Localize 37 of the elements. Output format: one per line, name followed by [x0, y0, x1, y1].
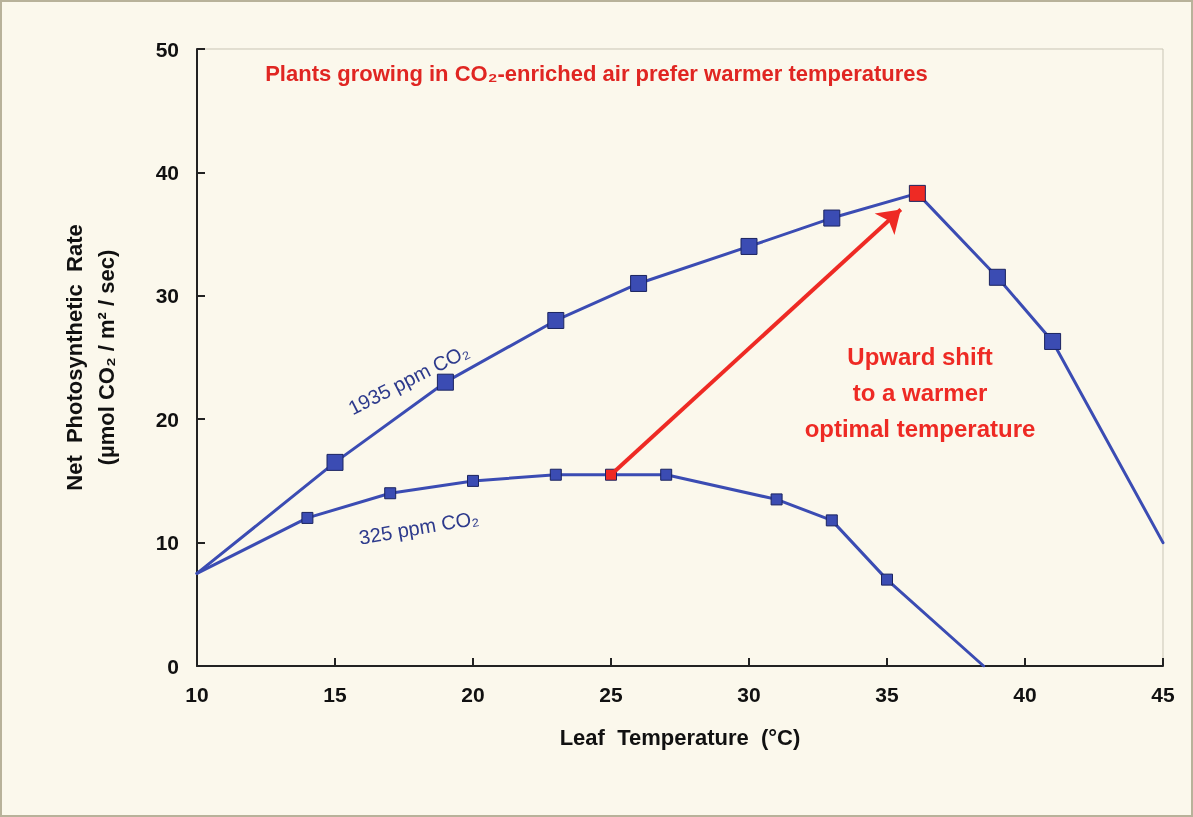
- point: [825, 514, 838, 527]
- point: [881, 573, 893, 586]
- y-axis-title: Net Photosynthetic Rate (µmol CO₂ / m² / sec): [61, 224, 119, 491]
- point: [326, 453, 344, 471]
- point: [630, 274, 648, 292]
- annotation: Plants growing in CO₂-enriched air prefer warmer temperatures: [265, 60, 928, 86]
- point: [301, 511, 314, 524]
- text: 325 ppm CO₂: [357, 506, 481, 549]
- point: [740, 237, 758, 255]
- y-tick-label: 30: [155, 284, 179, 308]
- point: [823, 209, 841, 227]
- x-tick-label: 30: [737, 683, 761, 706]
- x-tick-label: 45: [1151, 683, 1175, 706]
- point: [547, 311, 565, 329]
- point: [770, 493, 783, 506]
- x-tick-label: 25: [599, 683, 623, 706]
- point: [384, 487, 397, 500]
- point: [549, 468, 562, 481]
- point: [660, 468, 673, 481]
- point: [988, 268, 1006, 286]
- point: [908, 184, 926, 202]
- x-tick-label: 15: [323, 683, 347, 706]
- text: 1935 ppm CO₂: [344, 339, 473, 420]
- y-tick-label: 20: [155, 407, 179, 431]
- x-axis-title: Leaf Temperature (°C): [559, 724, 801, 750]
- point: [1044, 332, 1062, 350]
- x-tick-label: 10: [185, 683, 209, 706]
- x-tick-label: 20: [461, 683, 485, 706]
- y-tick-label: 40: [155, 160, 179, 184]
- x-tick-label: 40: [1013, 683, 1037, 706]
- point: [467, 474, 479, 487]
- y-tick-label: 50: [155, 37, 179, 61]
- x-tick-label: 35: [875, 683, 899, 706]
- point: [436, 373, 454, 391]
- y-tick-label: 0: [167, 654, 179, 678]
- y-tick-label: 10: [155, 531, 179, 555]
- annotation: Upward shift to a warmer optimal temperature: [804, 342, 1036, 442]
